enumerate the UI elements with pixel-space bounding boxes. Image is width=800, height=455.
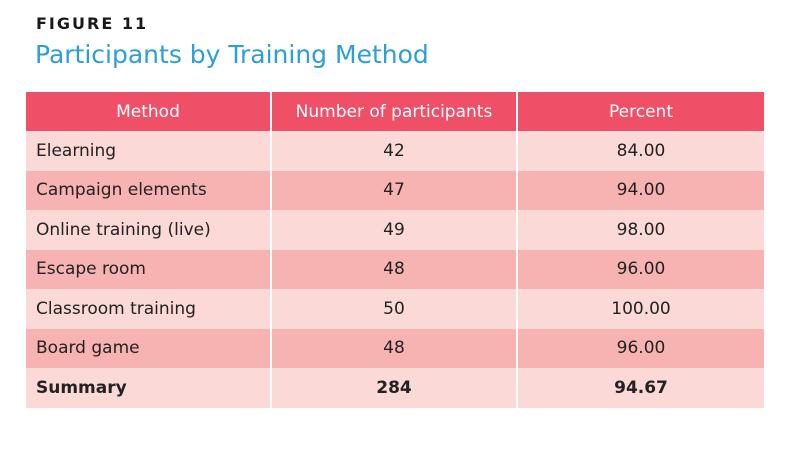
table-row: Escape room 48 96.00 xyxy=(26,249,764,289)
participants-cell: 49 xyxy=(271,210,518,250)
percent-cell: 96.00 xyxy=(517,249,764,289)
method-cell: Board game xyxy=(26,328,272,368)
figure-title: Participants by Training Method xyxy=(35,40,429,69)
method-cell: Campaign elements xyxy=(26,170,272,210)
summary-row: Summary 284 94.67 xyxy=(26,368,764,408)
table-row: Online training (live) 49 98.00 xyxy=(26,210,764,250)
percent-cell: 98.00 xyxy=(517,210,764,250)
percent-cell: 84.00 xyxy=(517,131,764,171)
summary-label: Summary xyxy=(26,368,272,408)
column-header-percent: Percent xyxy=(517,92,764,131)
column-header-participants: Number of participants xyxy=(271,92,518,131)
participants-cell: 48 xyxy=(271,328,518,368)
participants-cell: 47 xyxy=(271,170,518,210)
summary-percent: 94.67 xyxy=(517,368,764,408)
table-row: Board game 48 96.00 xyxy=(26,328,764,368)
table-row: Classroom training 50 100.00 xyxy=(26,289,764,329)
summary-participants: 284 xyxy=(271,368,518,408)
participants-cell: 48 xyxy=(271,249,518,289)
table-header-row: Method Number of participants Percent xyxy=(26,92,764,131)
method-cell: Elearning xyxy=(26,131,272,171)
figure-label: FIGURE 11 xyxy=(36,14,149,33)
participants-cell: 50 xyxy=(271,289,518,329)
percent-cell: 100.00 xyxy=(517,289,764,329)
table-row: Campaign elements 47 94.00 xyxy=(26,170,764,210)
method-cell: Classroom training xyxy=(26,289,272,329)
percent-cell: 96.00 xyxy=(517,328,764,368)
participants-cell: 42 xyxy=(271,131,518,171)
method-cell: Online training (live) xyxy=(26,210,272,250)
column-header-method: Method xyxy=(26,92,272,131)
participants-table: Method Number of participants Percent El… xyxy=(26,92,764,408)
method-cell: Escape room xyxy=(26,249,272,289)
table-row: Elearning 42 84.00 xyxy=(26,131,764,171)
percent-cell: 94.00 xyxy=(517,170,764,210)
